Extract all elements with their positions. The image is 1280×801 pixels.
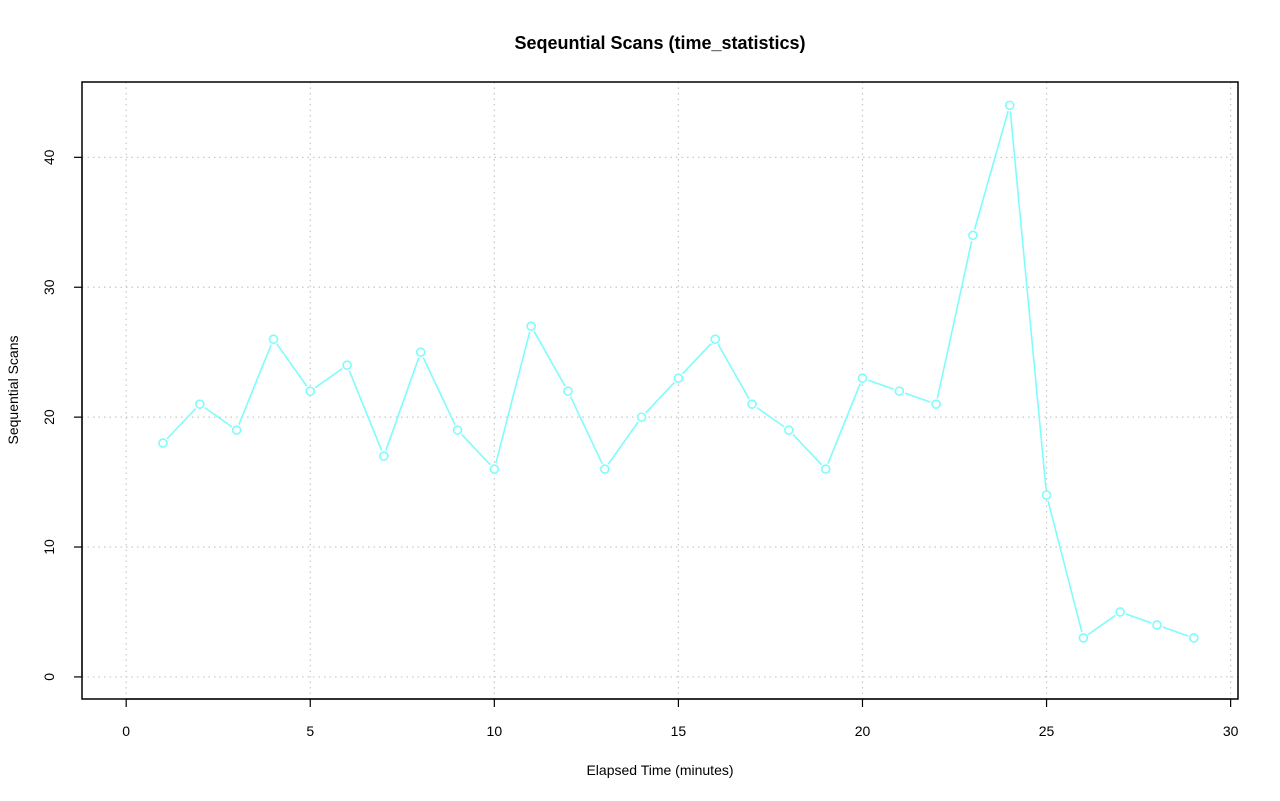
data-point <box>452 425 463 435</box>
y-axis: 0 10 20 30 40 <box>41 149 83 681</box>
data-point <box>968 230 978 241</box>
series-line-segment <box>495 331 531 464</box>
data-point <box>158 438 168 448</box>
data-point <box>857 373 868 383</box>
x-tick-label: 20 <box>855 723 871 739</box>
y-tick-label: 40 <box>41 149 57 165</box>
series-line-segment <box>936 240 973 399</box>
series-line-segment <box>1125 613 1152 624</box>
series-line-segment <box>607 421 639 465</box>
data-point <box>563 386 573 396</box>
x-axis: 0 5 10 15 20 25 30 <box>122 698 1239 739</box>
data-point <box>747 399 757 409</box>
data-point <box>231 425 242 435</box>
series-line-segment <box>166 407 197 440</box>
chart-title: Seqeuntial Scans (time_statistics) <box>514 33 805 53</box>
x-tick-label: 5 <box>306 723 314 739</box>
series-line-segment <box>717 344 750 400</box>
data-point <box>195 399 205 409</box>
data-point <box>784 425 794 435</box>
y-tick-label: 0 <box>41 673 57 681</box>
data-point <box>636 412 647 422</box>
data-point <box>1152 620 1162 630</box>
series-line-segment <box>681 343 712 375</box>
y-tick-label: 10 <box>41 539 57 555</box>
series-line-segment <box>1087 614 1116 636</box>
x-tick-label: 0 <box>122 723 130 739</box>
data-point <box>673 373 684 383</box>
x-tick-label: 30 <box>1223 723 1239 739</box>
x-tick-label: 25 <box>1039 723 1055 739</box>
series-line-segment <box>569 396 603 465</box>
series-line-segment <box>645 381 675 414</box>
data-point <box>599 464 610 474</box>
plot-frame <box>81 81 1239 700</box>
series-line-segment <box>827 383 861 464</box>
series-line-segment <box>792 433 823 466</box>
data-point <box>526 321 536 332</box>
grid <box>82 82 1238 699</box>
series-line-segment <box>422 357 456 426</box>
series-line-segment <box>1162 626 1189 637</box>
series-line-segment <box>348 370 383 451</box>
y-tick-label: 20 <box>41 409 57 425</box>
series-line-segment <box>904 392 931 403</box>
data-point <box>1041 490 1052 500</box>
data-point <box>489 464 500 474</box>
data-point <box>1004 100 1015 111</box>
data-point <box>1115 607 1125 617</box>
data-point <box>894 386 905 396</box>
data-point <box>379 451 389 461</box>
data-point <box>710 334 721 344</box>
series-line-segment <box>276 343 308 387</box>
data-point <box>820 464 831 474</box>
series-line-segment <box>204 406 233 428</box>
series-line-segment <box>461 433 491 466</box>
x-tick-label: 10 <box>487 723 503 739</box>
series-line-segment <box>533 331 566 387</box>
y-tick-label: 30 <box>41 279 57 295</box>
series-group <box>158 100 1199 643</box>
data-point <box>415 347 426 357</box>
series-line-segment <box>1047 500 1083 633</box>
series-line-segment <box>238 344 272 425</box>
x-axis-label: Elapsed Time (minutes) <box>586 762 733 778</box>
series-line-segment <box>867 379 894 390</box>
data-point <box>342 360 352 370</box>
series-line-segment <box>1009 111 1047 490</box>
data-point <box>931 399 941 409</box>
series-line-segment <box>756 406 785 428</box>
x-tick-label: 15 <box>671 723 687 739</box>
data-point <box>305 386 316 396</box>
series-line-segment <box>973 110 1009 230</box>
data-point <box>1189 633 1199 643</box>
series-line-segment <box>314 367 343 389</box>
data-point <box>1078 633 1089 643</box>
series-line-segment <box>385 357 420 451</box>
data-point <box>268 334 279 344</box>
y-axis-label: Sequential Scans <box>5 336 21 445</box>
